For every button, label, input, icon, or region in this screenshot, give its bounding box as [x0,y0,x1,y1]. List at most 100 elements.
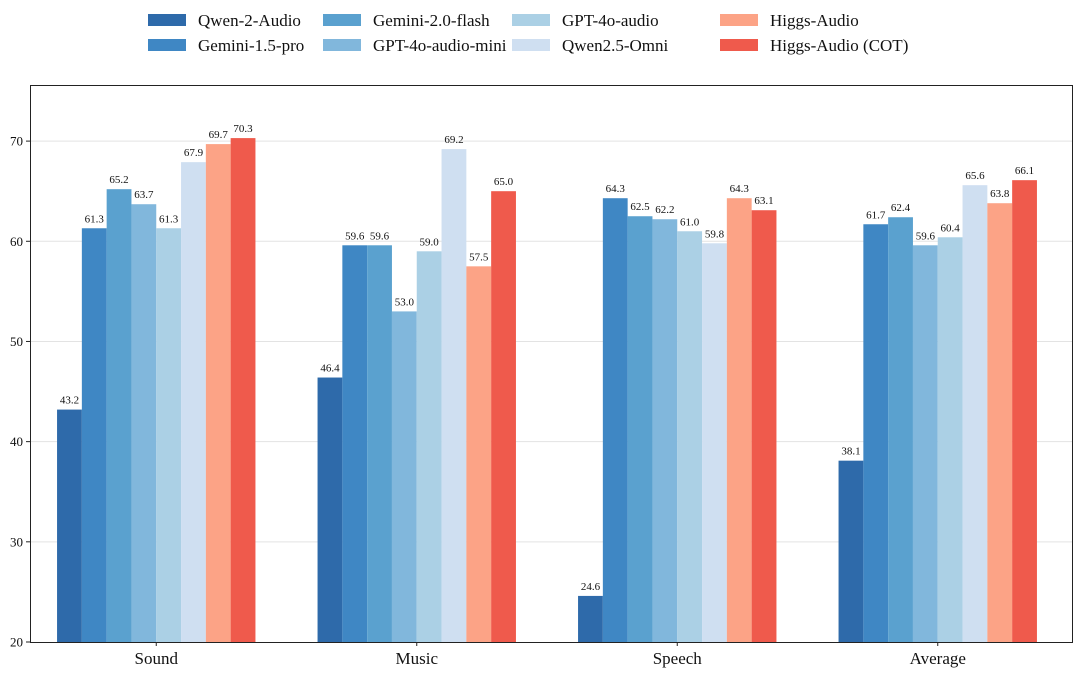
legend-item: Gemini-1.5-pro [148,36,304,55]
data-label: 59.8 [705,228,725,240]
data-label: 61.0 [680,216,700,228]
bar [317,377,343,642]
y-tick-label: 20 [10,635,23,650]
data-label: 61.7 [866,209,886,221]
data-label: 46.4 [320,363,340,375]
bar [491,191,516,642]
bar [578,595,603,642]
bar [81,228,107,642]
data-label: 62.5 [630,201,650,213]
bar [181,162,206,642]
bar [677,231,703,643]
data-label: 60.4 [941,222,961,234]
data-label: 66.1 [1015,165,1034,177]
bar [863,224,889,642]
data-label: 59.0 [420,236,440,248]
data-label: 61.3 [159,213,179,225]
data-label: 38.1 [841,446,860,458]
bar [962,185,988,642]
bar [367,245,392,642]
legend-label: GPT-4o-audio-mini [373,36,507,55]
bar [466,266,492,642]
legend-label: Qwen2.5-Omni [562,36,669,55]
bar [1012,180,1037,642]
y-tick-label: 50 [10,334,23,349]
bar [342,245,368,642]
bar [416,251,442,642]
legend-swatch [323,39,361,51]
bar [156,228,182,642]
data-label: 65.0 [494,176,514,188]
legend-swatch [148,39,186,51]
data-label: 61.3 [85,213,105,225]
bar [57,409,82,642]
legend-swatch [512,39,550,51]
data-label: 59.6 [345,230,365,242]
bar [205,144,231,642]
legend-swatch [323,14,361,26]
x-tick-label: Sound [135,649,179,668]
data-label: 65.6 [965,170,985,182]
plot-frame [30,85,1073,643]
legend-label: Qwen-2-Audio [198,11,301,30]
y-tick-label: 60 [10,234,23,249]
bar [441,149,467,642]
bar [652,219,678,642]
data-label: 24.6 [581,581,601,593]
data-label: 70.3 [233,123,253,135]
bar [838,460,864,642]
legend: Qwen-2-Audio Gemini-1.5-pro Gemini-2.0-fla… [148,11,908,55]
data-label: 53.0 [395,296,415,308]
data-label: 69.7 [209,129,229,141]
legend-item: GPT-4o-audio [512,11,659,30]
data-label: 64.3 [730,183,750,195]
y-tick-label: 30 [10,534,23,549]
legend-item: Higgs-Audio [720,11,859,30]
data-label: 67.9 [184,147,204,159]
legend-item: GPT-4o-audio-mini [323,36,507,55]
bar [131,204,157,642]
data-label: 63.8 [990,188,1010,200]
bar [391,311,417,642]
bar [106,189,132,642]
data-label: 65.2 [109,174,128,186]
legend-label: Gemini-2.0-flash [373,11,490,30]
bar [726,198,752,642]
y-tick-label: 70 [10,134,23,149]
x-tick-label: Music [396,649,439,668]
legend-item: Gemini-2.0-flash [323,11,490,30]
legend-swatch [512,14,550,26]
bar [888,217,913,642]
data-label: 43.2 [60,395,79,407]
legend-swatch [148,14,186,26]
legend-label: Higgs-Audio (COT) [770,36,908,55]
legend-swatch [720,14,758,26]
y-tick-label: 40 [10,434,23,449]
x-tick-label: Speech [653,649,703,668]
bar [751,210,777,642]
legend-swatch [720,39,758,51]
data-label: 57.5 [469,251,489,263]
x-axis: Sound Music Speech Average [135,642,966,668]
bar [602,198,628,642]
bar [912,245,938,642]
legend-label: Higgs-Audio [770,11,859,30]
data-labels: 43.2 61.3 65.2 63.7 61.3 67.9 69.7 70.3 46.4 59.6… [60,123,1034,593]
legend-label: GPT-4o-audio [562,11,659,30]
legend-label: Gemini-1.5-pro [198,36,304,55]
bars [57,138,1037,643]
legend-item: Higgs-Audio (COT) [720,36,908,55]
bar [987,203,1013,643]
data-label: 62.2 [655,204,674,216]
bar [702,243,727,642]
data-label: 69.2 [444,134,463,146]
data-label: 63.1 [754,195,773,207]
legend-item: Qwen-2-Audio [148,11,301,30]
data-label: 64.3 [606,183,626,195]
data-label: 62.4 [891,202,911,214]
bar [230,138,256,642]
y-axis: 20 30 40 50 60 70 [10,134,30,650]
legend-item: Qwen2.5-Omni [512,36,669,55]
data-label: 59.6 [370,230,390,242]
